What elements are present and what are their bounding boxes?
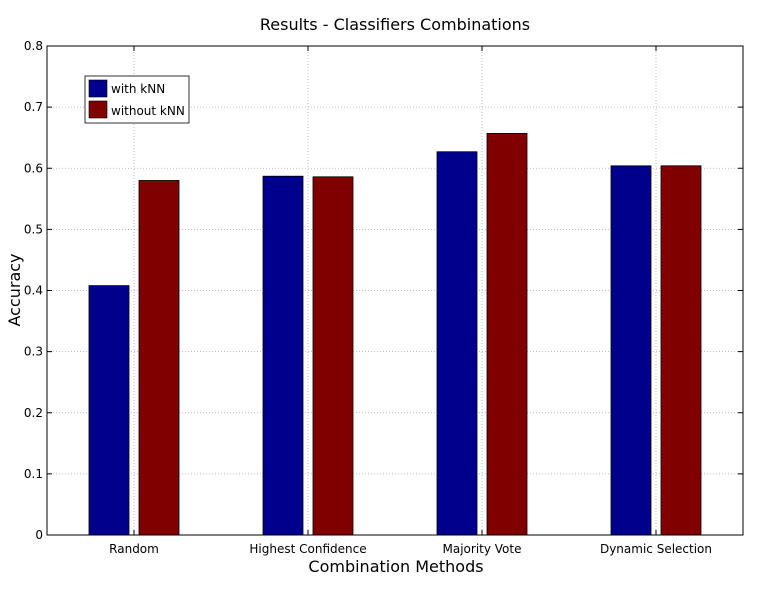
- x-tick-label: Highest Confidence: [249, 542, 366, 556]
- x-axis-label: Combination Methods: [308, 557, 483, 576]
- bar-with-knn: [610, 165, 652, 536]
- x-tick-label: Majority Vote: [443, 542, 522, 556]
- y-tick-label: 0.3: [24, 345, 43, 359]
- y-tick-label: 0.6: [24, 161, 43, 175]
- y-tick-label: 0.8: [24, 39, 43, 53]
- bar-with-knn: [88, 285, 130, 536]
- y-tick-label: 0.2: [24, 406, 43, 420]
- bar-without-knn: [660, 165, 702, 536]
- bar-without-knn: [312, 176, 354, 536]
- legend-swatch-with-knn: [88, 79, 108, 98]
- bar-with-knn: [436, 151, 478, 536]
- y-tick-label: 0.4: [24, 284, 43, 298]
- bar-with-knn: [262, 175, 304, 536]
- legend-label-with-knn: with kNN: [111, 82, 165, 96]
- x-tick-label: Dynamic Selection: [600, 542, 712, 556]
- legend: with kNN without kNN: [84, 75, 190, 124]
- y-tick-label: 0.7: [24, 100, 43, 114]
- bar-without-knn: [138, 180, 180, 536]
- bar-without-knn: [486, 133, 528, 536]
- y-axis-label: Accuracy: [5, 253, 24, 326]
- bars: [88, 133, 702, 536]
- y-tick-label: 0.5: [24, 222, 43, 236]
- y-tick-label: 0: [35, 528, 43, 542]
- legend-label-without-knn: without kNN: [111, 104, 185, 118]
- ticks: 0 0.1 0.2 0.3 0.4 0.5 0.6 0.7 0.8 Random Highest C…: [24, 39, 743, 556]
- x-tick-label: Random: [109, 542, 159, 556]
- chart-title: Results - Classifiers Combinations: [260, 15, 530, 34]
- legend-swatch-without-knn: [88, 100, 108, 119]
- y-tick-label: 0.1: [24, 467, 43, 481]
